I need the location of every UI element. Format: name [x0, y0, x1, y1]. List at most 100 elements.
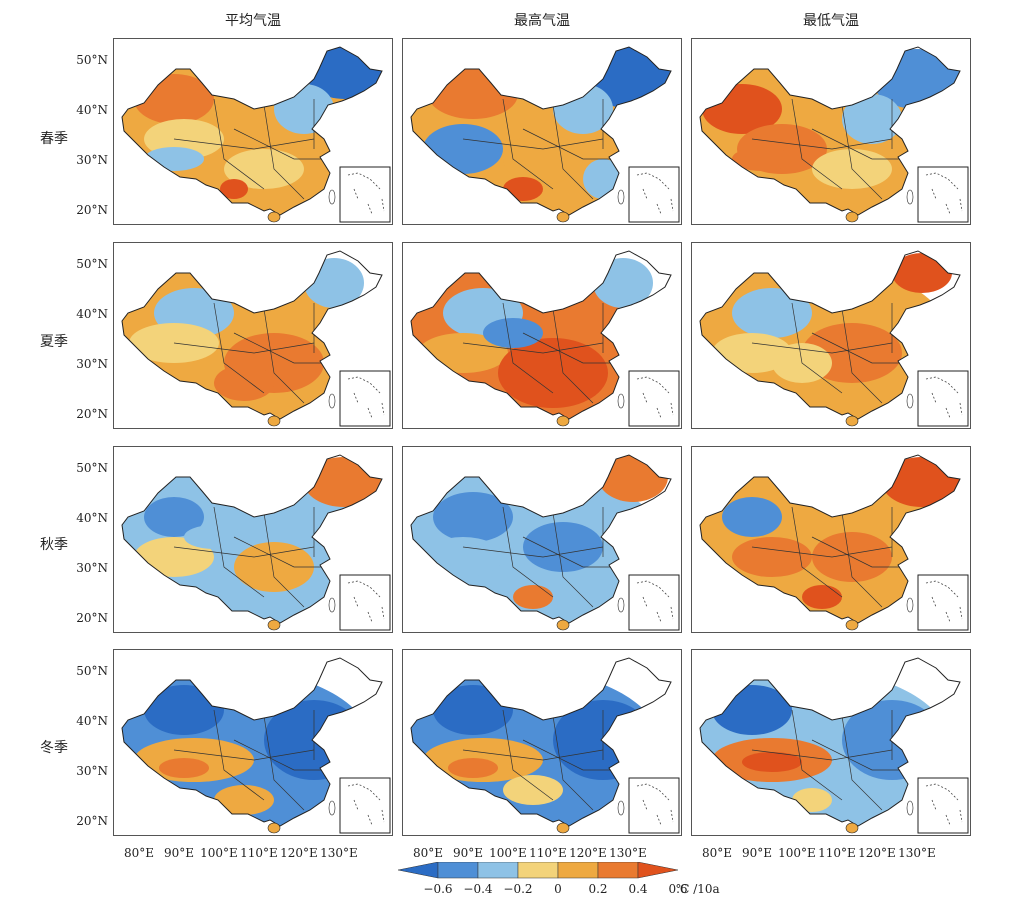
south-china-sea-inset — [917, 574, 969, 631]
province-boundary — [233, 332, 324, 364]
china-border — [121, 250, 383, 420]
y-tick-label: 20°N — [76, 814, 108, 828]
x-tick-label: 130°E — [320, 846, 358, 860]
x-tick-label: 90°E — [452, 846, 484, 860]
trend-blob — [503, 177, 543, 201]
province-boundary — [213, 98, 265, 190]
south-china-sea-inset — [917, 370, 969, 427]
x-tick-label: 90°E — [741, 846, 773, 860]
y-tick-label: 30°N — [76, 357, 108, 371]
province-boundary — [751, 138, 893, 150]
south-china-sea-inset — [339, 777, 391, 834]
province-boundary — [791, 98, 843, 190]
china-border — [699, 454, 961, 624]
map-panel-autumn-max — [402, 446, 682, 633]
x-tick-label: 110°E — [818, 846, 856, 860]
china-border — [410, 46, 672, 216]
map-panel-summer-min — [691, 242, 971, 429]
china-border — [410, 657, 672, 827]
south-china-sea-inset — [628, 574, 680, 631]
trend-blob — [134, 74, 214, 124]
province-boundary — [791, 506, 843, 598]
row-label-winter: 冬季 — [40, 740, 68, 756]
x-tick-label: 120°E — [569, 846, 607, 860]
trend-blob — [523, 522, 603, 572]
south-china-sea-inset — [339, 574, 391, 631]
province-boundary — [173, 749, 315, 761]
china-border — [121, 46, 383, 216]
trend-blob — [503, 775, 563, 805]
south-china-sea-inset — [339, 166, 391, 223]
taiwan-island — [328, 597, 336, 613]
south-china-sea-inset — [339, 370, 391, 427]
province-boundary — [522, 739, 613, 771]
hainan-island — [556, 619, 570, 631]
map-panel-winter-max — [402, 649, 682, 836]
y-tick-label: 30°N — [76, 764, 108, 778]
nine-dash-line — [347, 172, 385, 215]
province-boundary — [811, 536, 902, 568]
hainan-island — [556, 415, 570, 427]
y-tick-label: 50°N — [76, 257, 108, 271]
map-panel-autumn-min — [691, 446, 971, 633]
taiwan-island — [617, 393, 625, 409]
y-tick-label: 20°N — [76, 407, 108, 421]
hainan-island — [845, 415, 859, 427]
trend-blob — [274, 84, 334, 134]
y-tick-label: 40°N — [76, 103, 108, 117]
province-boundary — [502, 709, 554, 801]
province-boundary — [751, 546, 893, 558]
column-title-min: 最低气温 — [803, 13, 859, 29]
province-boundary — [263, 104, 305, 200]
taiwan-island — [906, 189, 914, 205]
trend-blob — [214, 365, 274, 401]
province-boundary — [213, 506, 265, 598]
trend-blob — [433, 685, 513, 735]
china-border — [121, 454, 383, 624]
colorbar-unit: ℃ /10a — [676, 882, 720, 896]
y-tick-label: 30°N — [76, 561, 108, 575]
province-boundary — [751, 749, 893, 761]
row-label-summer: 夏季 — [40, 334, 68, 350]
province-boundary — [552, 512, 594, 608]
china-border — [699, 657, 961, 827]
y-tick-label: 40°N — [76, 307, 108, 321]
south-china-sea-inset — [628, 166, 680, 223]
x-tick-label: 120°E — [858, 846, 896, 860]
south-china-sea-inset — [917, 777, 969, 834]
map-panel-winter-min — [691, 649, 971, 836]
x-tick-label: 110°E — [529, 846, 567, 860]
map-panel-winter-mean — [113, 649, 393, 836]
x-tick-label: 100°E — [200, 846, 238, 860]
province-boundary — [173, 138, 315, 150]
province-boundary — [841, 512, 883, 608]
province-boundary — [841, 104, 883, 200]
province-boundary — [522, 536, 613, 568]
south-china-sea-inset — [917, 166, 969, 223]
nine-dash-line — [636, 580, 674, 623]
province-boundary — [841, 715, 883, 811]
trend-blob — [234, 542, 314, 592]
taiwan-island — [328, 189, 336, 205]
trend-blob — [792, 788, 832, 812]
colorbar-tick-label: 0.4 — [628, 882, 648, 896]
x-tick-label: 130°E — [609, 846, 647, 860]
china-border — [699, 46, 961, 216]
colorbar-segment — [517, 862, 559, 879]
hainan-island — [267, 211, 281, 223]
nine-dash-line — [925, 580, 963, 623]
china-border — [410, 454, 672, 624]
province-boundary — [811, 128, 902, 160]
province-boundary — [462, 138, 604, 150]
trend-blob — [712, 685, 792, 735]
province-boundary — [502, 506, 554, 598]
taiwan-island — [328, 393, 336, 409]
nine-dash-line — [636, 783, 674, 826]
trend-blob — [423, 537, 503, 577]
province-boundary — [502, 302, 554, 394]
taiwan-island — [906, 597, 914, 613]
y-tick-label: 20°N — [76, 203, 108, 217]
colorbar — [398, 862, 679, 879]
nine-dash-line — [636, 172, 674, 215]
province-boundary — [552, 104, 594, 200]
